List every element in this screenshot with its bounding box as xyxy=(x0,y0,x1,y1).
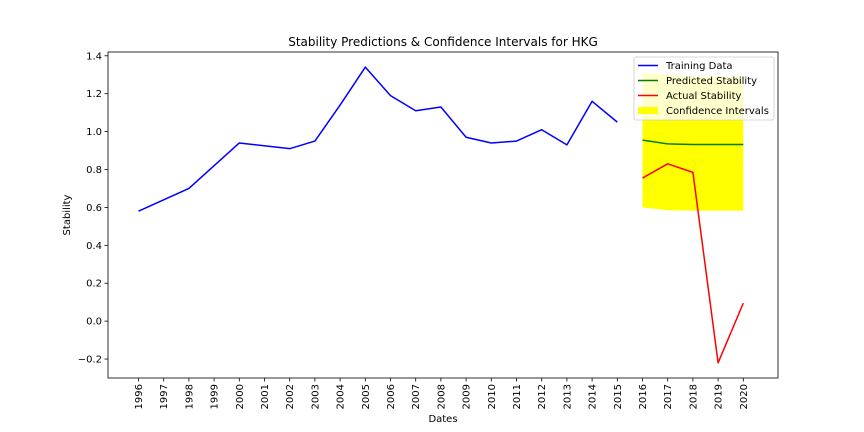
y-tick-label: 1.0 xyxy=(86,127,102,138)
x-tick-label: 2002 xyxy=(285,384,296,409)
x-tick-label: 2001 xyxy=(260,384,271,409)
x-tick-label: 1999 xyxy=(210,384,221,409)
x-tick-label: 2007 xyxy=(411,384,422,409)
series-line-predicted-stability xyxy=(642,139,744,146)
x-tick-label: 2010 xyxy=(487,384,498,409)
x-tick-label: 2020 xyxy=(739,384,750,409)
series-line-actual-stability xyxy=(642,163,744,364)
x-tick-label: 2017 xyxy=(663,384,674,409)
axes: 1.4 1.2 1.0 0.8 0.6 0.4 0.2 0.0 −0.2 1996 1997 1998… xyxy=(78,51,779,409)
x-tick-label: 2000 xyxy=(235,384,246,409)
x-tick-label: 2006 xyxy=(386,384,397,409)
x-tick-label: 2019 xyxy=(714,384,725,409)
x-tick-label: 2014 xyxy=(588,384,599,409)
legend: Training Data Predicted Stability Actual S… xyxy=(633,56,775,121)
legend-label-actual-stability: Actual Stability xyxy=(666,91,742,102)
series-line-training-data xyxy=(138,66,618,212)
x-tick-label: 2008 xyxy=(436,384,447,409)
y-axis-label: Stability xyxy=(62,194,73,235)
axes-frame xyxy=(107,51,779,379)
x-tick-label: 2012 xyxy=(537,384,548,409)
x-tick-label: 1996 xyxy=(134,384,145,409)
legend-label-confidence-intervals: Confidence Intervals xyxy=(666,106,769,117)
y-tick-label: 0.0 xyxy=(86,317,102,328)
chart-title: Stability Predictions & Confidence Inter… xyxy=(288,35,598,49)
x-tick-label: 1997 xyxy=(159,384,170,409)
x-tick-label: 1998 xyxy=(184,384,195,409)
y-tick-label: 0.4 xyxy=(86,241,102,252)
y-tick-label: 0.8 xyxy=(86,165,102,176)
x-tick-label: 2003 xyxy=(310,384,321,409)
legend-box xyxy=(633,56,775,121)
x-tick-label: 2016 xyxy=(638,384,649,409)
legend-swatch-confidence-intervals xyxy=(638,107,658,114)
legend-label-predicted-stability: Predicted Stability xyxy=(666,76,757,87)
y-tick-label: 1.2 xyxy=(86,89,102,100)
x-axis-label: Dates xyxy=(428,414,457,425)
x-tick-label: 2013 xyxy=(562,384,573,409)
x-tick-label: 2015 xyxy=(613,384,624,409)
y-tick-label: 0.2 xyxy=(86,279,102,290)
x-tick-label: 2009 xyxy=(462,384,473,409)
x-tick-label: 2018 xyxy=(688,384,699,409)
x-tick-label: 2004 xyxy=(336,384,347,409)
y-tick-label: −0.2 xyxy=(78,355,102,366)
y-tick-label: 1.4 xyxy=(86,51,102,62)
x-tick-label: 2011 xyxy=(512,384,523,409)
x-tick-label: 2005 xyxy=(361,384,372,409)
y-tick-label: 0.6 xyxy=(86,203,102,214)
legend-label-training-data: Training Data xyxy=(665,61,733,72)
